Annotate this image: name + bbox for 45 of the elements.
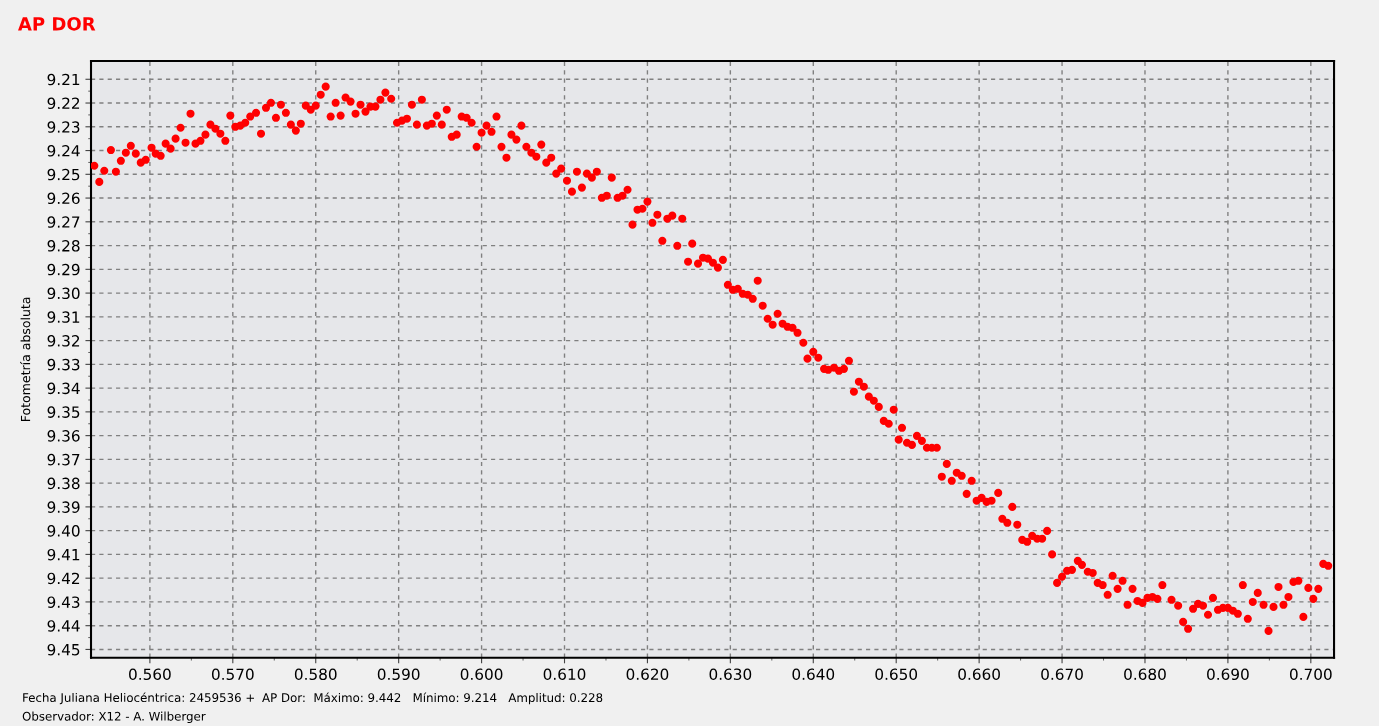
y-tick-label: 9.32 <box>47 335 80 347</box>
y-tick-label: 9.22 <box>47 97 80 110</box>
chart-title: AP DOR <box>18 16 96 31</box>
x-tick-label: 0.570 <box>211 668 254 680</box>
y-tick-label: 9.31 <box>47 311 80 323</box>
y-tick-label: 9.45 <box>47 643 80 656</box>
x-tick-label: 0.640 <box>792 668 835 680</box>
x-tick-label: 0.650 <box>875 668 918 680</box>
x-tick-label: 0.600 <box>460 668 503 680</box>
x-tick-label: 0.700 <box>1289 668 1332 680</box>
y-tick-label: 9.26 <box>47 192 80 205</box>
x-tick-label: 0.590 <box>377 668 420 680</box>
x-tick-label: 0.580 <box>294 668 337 680</box>
x-tick-label: 0.620 <box>626 668 669 680</box>
y-tick-label: 9.39 <box>47 501 80 513</box>
text: AP Dor: Máximo: 9.442 Mínimo: 9.214 Amplitud: 0.228 <box>262 692 603 705</box>
x-tick-label: 0.690 <box>1207 668 1249 680</box>
y-tick-label: 9.44 <box>47 620 80 632</box>
y-tick-label: 9.21 <box>47 73 80 86</box>
y-tick-label: 9.42 <box>47 572 80 585</box>
y-tick-label: 9.43 <box>47 596 80 608</box>
text: Observador: X12 - A. Wilberger <box>22 711 206 723</box>
x-tick-label: 0.610 <box>543 668 586 680</box>
y-axis-title: Fotometría absoluta <box>20 297 31 421</box>
y-tick-label: 9.40 <box>47 525 80 537</box>
y-tick-label: 9.37 <box>47 453 80 466</box>
y-tick-label: 9.38 <box>47 477 80 490</box>
y-tick-label: 9.34 <box>47 382 80 395</box>
y-tick-label: 9.41 <box>47 548 80 561</box>
x-tick-label: 0.560 <box>129 668 171 680</box>
y-tick-label: 9.29 <box>47 263 80 276</box>
y-tick-label: 9.33 <box>47 358 80 371</box>
y-tick-label: 9.30 <box>47 287 80 300</box>
x-tick-label: 0.670 <box>1041 668 1083 680</box>
y-tick-label: 9.25 <box>47 168 80 181</box>
y-tick-label: 9.24 <box>47 145 80 157</box>
y-tick-label: 9.36 <box>47 430 80 442</box>
y-tick-label: 9.35 <box>47 406 80 418</box>
x-tick-label: 0.660 <box>958 668 1000 680</box>
text: Fecha Juliana Heliocéntrica: 2459536 + <box>23 692 254 705</box>
y-tick-label: 9.27 <box>47 216 80 228</box>
x-tick-label: 0.680 <box>1124 668 1166 680</box>
y-tick-label: 9.23 <box>47 121 80 133</box>
x-tick-label: 0.630 <box>709 668 752 680</box>
y-tick-label: 9.28 <box>47 240 80 252</box>
